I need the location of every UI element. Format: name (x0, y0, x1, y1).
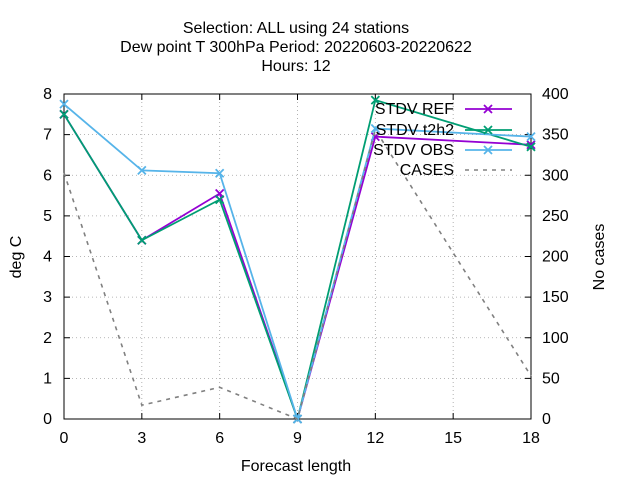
series-line (63, 103, 532, 423)
x-tick-label: 9 (293, 430, 302, 447)
grid (64, 94, 531, 419)
x-tick-label: 3 (137, 430, 146, 447)
y-tick-label: 5 (43, 208, 52, 225)
data-point (59, 99, 69, 109)
data-point (370, 123, 380, 134)
y2-tick-label: 150 (542, 289, 569, 306)
legend-label: STDV t2h2 (376, 122, 454, 139)
data-point (59, 109, 69, 119)
x-tick-label: 12 (366, 430, 384, 447)
series-layer (59, 95, 536, 424)
title-line-2: Dew point T 300hPa Period: 20220603-2022… (120, 39, 472, 56)
x-tick-label: 15 (444, 430, 462, 447)
x-tick-label: 18 (522, 430, 540, 447)
x-tick-label: 6 (215, 430, 224, 447)
y2-tick-label: 400 (542, 86, 569, 103)
y2-tick-label: 250 (542, 208, 569, 225)
y-axis-label: deg C (8, 236, 25, 279)
y-tick-label: 8 (43, 86, 52, 103)
y-tick-label: 1 (43, 370, 52, 387)
data-point (215, 194, 225, 205)
data-point (526, 140, 536, 150)
data-point (370, 95, 380, 105)
y-tick-label: 3 (43, 289, 52, 306)
y2-tick-label: 350 (542, 127, 569, 144)
y2-tick-label: 200 (542, 249, 569, 266)
data-point (526, 132, 536, 142)
y2-tick-label: 50 (542, 370, 560, 387)
x-axis-label: Forecast length (241, 458, 351, 475)
legend-label: STDV OBS (373, 142, 454, 159)
y2-axis-label: No cases (591, 224, 608, 291)
data-point (215, 168, 225, 178)
x-tick-label: 0 (60, 430, 69, 447)
data-point (483, 125, 493, 135)
y-tick-label: 0 (43, 411, 52, 428)
data-point (137, 165, 147, 176)
title-line-3: Hours: 12 (261, 58, 330, 75)
legend-label: STDV REF (375, 101, 454, 118)
chart-title: Selection: ALL using 24 stations Dew poi… (120, 20, 472, 75)
series-cases (63, 127, 532, 421)
y2-tick-label: 300 (542, 167, 569, 184)
series-line (63, 98, 532, 423)
y-tick-label: 7 (43, 127, 52, 144)
data-point (483, 145, 493, 155)
axis-ticks (63, 93, 532, 420)
y2-tick-label: 0 (542, 411, 551, 428)
y-tick-label: 4 (43, 249, 52, 266)
legend-label: CASES (400, 162, 454, 179)
legend: STDV REF STDV t2h2 STDV OBS CASES (373, 101, 512, 179)
series-line (63, 127, 532, 421)
y2-tick-label: 100 (542, 330, 569, 347)
data-point (137, 235, 147, 245)
series-stdv-t2h2 (59, 95, 536, 424)
y-tick-label: 6 (43, 167, 52, 184)
y-tick-label: 2 (43, 330, 52, 347)
data-point (483, 104, 493, 114)
title-line-1: Selection: ALL using 24 stations (183, 20, 409, 37)
data-point (526, 142, 536, 152)
